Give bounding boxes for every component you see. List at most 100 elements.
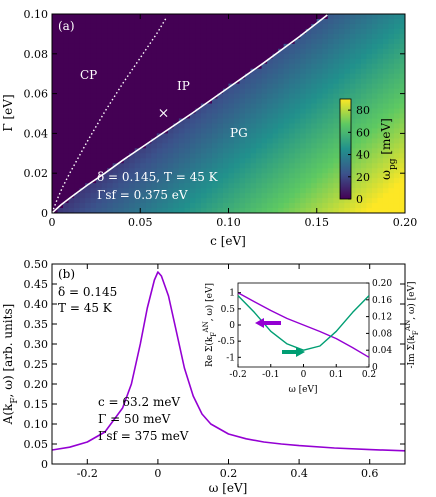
heatmap-cell <box>377 33 384 40</box>
heatmap-cell <box>382 168 390 174</box>
heatmap-cell <box>107 198 114 204</box>
heatmap-cell <box>123 168 130 174</box>
heatmap-cell <box>272 203 279 209</box>
heatmap-cell <box>118 143 125 149</box>
heatmap-cell <box>267 83 274 90</box>
heatmap-cell <box>68 68 75 75</box>
heatmap-cell <box>195 133 202 139</box>
heatmap-cell <box>140 128 147 134</box>
heatmap-cell <box>399 158 405 164</box>
heatmap-cell <box>355 38 362 45</box>
heatmap-cell <box>118 33 125 40</box>
heatmap-cell <box>85 168 92 174</box>
heatmap-cell <box>145 178 152 184</box>
heatmap-cell <box>322 153 329 159</box>
heatmap-cell <box>239 148 246 154</box>
heatmap-cell <box>195 198 202 204</box>
heatmap-cell <box>184 128 191 134</box>
heatmap-cell <box>388 103 395 110</box>
inset-y-label-right: -Im Σ(kFAN, ω) [eV] <box>404 281 420 368</box>
heatmap-cell <box>195 43 202 50</box>
heatmap-cell <box>256 148 263 154</box>
heatmap-cell <box>217 103 224 110</box>
heatmap-cell <box>393 178 401 184</box>
heatmap-cell <box>267 58 274 65</box>
heatmap-cell <box>217 158 224 164</box>
heatmap-cell <box>63 203 70 209</box>
heatmap-cell <box>234 33 241 40</box>
heatmap-cell <box>256 28 263 35</box>
heatmap-cell <box>101 98 108 105</box>
heatmap-cell <box>178 23 185 30</box>
heatmap-cell <box>206 53 213 60</box>
heatmap-cell <box>267 113 274 120</box>
heatmap-cell <box>388 188 395 194</box>
heatmap-cell <box>316 133 323 139</box>
heatmap-cell <box>189 78 197 85</box>
heatmap-cell <box>338 48 345 55</box>
heatmap-cell <box>206 138 213 144</box>
heatmap-cell <box>57 133 64 139</box>
heatmap-cell <box>300 58 307 65</box>
heatmap-cell <box>256 158 263 164</box>
heatmap-cell <box>79 14 86 20</box>
heatmap-cell <box>217 53 224 60</box>
heatmap-cell <box>123 118 130 125</box>
heatmap-cell <box>68 28 75 35</box>
heatmap-cell <box>261 63 268 70</box>
heatmap-cell <box>200 118 208 125</box>
heatmap-cell <box>134 208 141 213</box>
heatmap-cell <box>101 38 108 45</box>
heatmap-cell <box>360 23 367 30</box>
heatmap-cell <box>278 83 285 90</box>
heatmap-cell <box>366 118 373 125</box>
heatmap-cell <box>239 133 246 139</box>
heatmap-cell <box>178 133 185 139</box>
heatmap-cell <box>245 108 252 115</box>
heatmap-cell <box>63 178 70 184</box>
heatmap-cell <box>327 38 334 45</box>
heatmap-cell <box>289 18 296 25</box>
heatmap-cell <box>63 173 70 179</box>
heatmap-cell <box>278 33 285 40</box>
heatmap-cell <box>178 48 185 55</box>
heatmap-cell <box>68 58 75 65</box>
heatmap-cell <box>189 18 197 25</box>
heatmap-cell <box>399 108 405 115</box>
heatmap-cell <box>366 148 373 154</box>
heatmap-cell <box>377 53 384 60</box>
heatmap-cell <box>366 83 373 90</box>
heatmap-cell <box>250 188 257 194</box>
heatmap-cell <box>140 123 147 130</box>
heatmap-cell <box>129 43 136 50</box>
heatmap-cell <box>173 168 180 174</box>
heatmap-cell <box>68 198 75 204</box>
heatmap-cell <box>156 103 163 110</box>
heatmap-cell <box>162 198 169 204</box>
heatmap-cell <box>151 138 158 144</box>
heatmap-cell <box>189 88 197 95</box>
heatmap-cell <box>399 133 405 139</box>
heatmap-cell <box>52 53 59 60</box>
heatmap-cell <box>217 108 224 115</box>
heatmap-cell <box>239 143 246 149</box>
heatmap-cell <box>261 43 268 50</box>
heatmap-cell <box>151 93 158 100</box>
heatmap-cell <box>366 78 373 85</box>
heatmap-cell <box>388 33 395 40</box>
heatmap-cell <box>256 88 263 95</box>
heatmap-cell <box>107 133 114 139</box>
heatmap-cell <box>371 68 379 75</box>
heatmap-cell <box>256 123 263 130</box>
heatmap-cell <box>107 183 114 189</box>
heatmap-cell <box>278 153 285 159</box>
heatmap-cell <box>162 168 169 174</box>
heatmap-cell <box>107 78 114 85</box>
heatmap-cell <box>239 183 246 189</box>
heatmap-cell <box>123 53 130 60</box>
heatmap-cell <box>382 188 390 194</box>
heatmap-cell <box>129 98 136 105</box>
heatmap-cell <box>200 18 208 25</box>
heatmap-cell <box>162 173 169 179</box>
heatmap-cell <box>300 28 307 35</box>
